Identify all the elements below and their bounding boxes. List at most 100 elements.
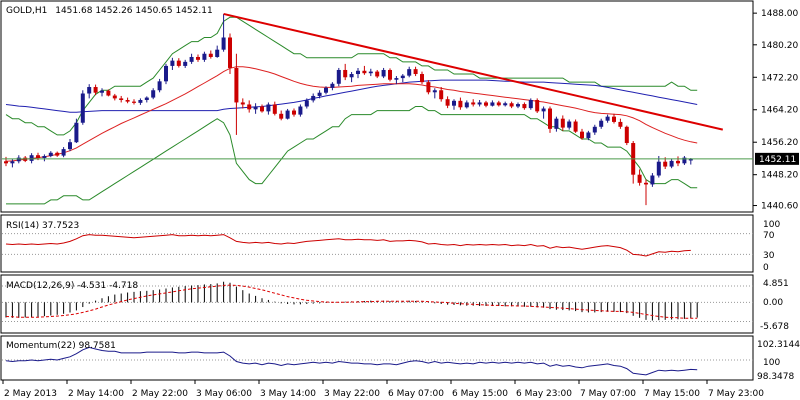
bullish-candle [464, 100, 469, 109]
candle-body [285, 110, 290, 119]
bullish-candle [266, 102, 271, 115]
candle-body [599, 120, 604, 127]
candle-body [663, 161, 668, 167]
candle-body [624, 126, 629, 144]
bearish-candle [458, 97, 463, 110]
bearish-candle [471, 99, 476, 107]
bearish-candle [272, 101, 277, 116]
candle-body [10, 161, 15, 164]
candle-body [189, 56, 194, 62]
bollinger-upper-band [5, 16, 698, 136]
momentum-line [5, 346, 698, 376]
candle-body [228, 37, 232, 68]
candle-body [221, 37, 226, 50]
bullish-candle [368, 68, 373, 77]
candle-body [196, 56, 200, 60]
bullish-candle [151, 88, 156, 100]
candle-body [87, 87, 92, 94]
candle-body [272, 104, 277, 114]
bearish-candle [413, 66, 418, 77]
bullish-candle [554, 116, 559, 132]
candle-body [16, 157, 21, 162]
candle-body [484, 102, 488, 106]
candle-body [368, 71, 373, 74]
bearish-candle [676, 156, 680, 167]
price-tick-label: 1456.20 [761, 138, 798, 148]
bearish-candle [343, 63, 348, 81]
bearish-candle [375, 69, 380, 79]
bullish-candle [477, 100, 482, 107]
candle-body [208, 53, 213, 57]
candle-body [503, 103, 508, 106]
time-tick-label: 7 May 23:00 [708, 389, 764, 399]
time-tick-label: 7 May 15:00 [644, 389, 700, 399]
candle-body [48, 152, 53, 157]
momentum-axis-high: 102.3144 [757, 340, 800, 350]
candle-body [157, 81, 162, 91]
price-tick-label: 1488.00 [761, 9, 798, 19]
price-tick-label: 1480.20 [761, 41, 798, 51]
bearish-candle [279, 110, 284, 121]
bullish-candle [144, 96, 149, 103]
bullish-candle [215, 45, 220, 58]
rsi-axis-70: 70 [763, 231, 775, 241]
bullish-candle [432, 88, 437, 99]
candle-body [336, 69, 341, 84]
bearish-candle [228, 33, 232, 75]
time-tick-label: 6 May 23:00 [516, 389, 572, 399]
bearish-candle [247, 100, 252, 113]
candle-body [343, 69, 348, 78]
candle-body [375, 71, 380, 77]
candle-body [612, 116, 616, 122]
bullish-candle [138, 98, 143, 105]
bearish-candle [55, 151, 60, 157]
candle-body [279, 113, 284, 119]
bullish-candle [202, 51, 207, 62]
bullish-candle [516, 102, 520, 109]
momentum-label: Momentum(22) 98.7581 [6, 341, 116, 351]
candle-body [68, 142, 72, 150]
momentum-axis-100: 100 [763, 358, 780, 368]
bearish-candle [535, 98, 540, 113]
bullish-candle [656, 156, 661, 178]
candle-body [426, 82, 431, 93]
candle-body [61, 149, 66, 156]
bullish-candle [599, 118, 604, 129]
candle-body [164, 65, 168, 82]
candle-body [490, 102, 495, 106]
bullish-candle [586, 130, 591, 141]
candle-body [381, 69, 386, 77]
rsi-panel-frame [0, 214, 754, 273]
candle-body [669, 160, 674, 167]
candle-body [170, 60, 175, 66]
bullish-candle [183, 59, 188, 68]
candle-body [554, 118, 559, 129]
candle-body [586, 132, 591, 139]
bullish-candle [48, 151, 53, 158]
bullish-candle [285, 108, 290, 120]
bullish-candle [221, 13, 226, 52]
candle-body [580, 131, 584, 139]
chart-ohlc: 1451.68 1452.26 1450.65 1452.11 [55, 6, 212, 16]
candle-body [234, 67, 239, 103]
candle-body [573, 121, 578, 132]
price-tick-label: 1448.20 [761, 171, 798, 181]
bearish-candle [573, 119, 578, 133]
price-tick-label: 1464.20 [761, 106, 798, 116]
candle-body [394, 78, 399, 80]
candle-body [445, 99, 450, 106]
bullish-candle [87, 84, 92, 99]
candle-body [464, 102, 469, 108]
bullish-candle [356, 67, 360, 79]
price-tick-label: 1472.20 [761, 73, 798, 83]
bearish-candle [618, 118, 623, 129]
bullish-candle [650, 173, 655, 187]
time-tick-label: 6 May 07:00 [388, 389, 444, 399]
candle-body [183, 61, 188, 66]
bullish-candle [100, 88, 104, 97]
candle-body [349, 74, 354, 78]
momentum-panel: Momentum(22) 98.7581 102.3144 100 98.347… [0, 335, 800, 382]
bullish-candle [592, 124, 597, 135]
bullish-candle [381, 67, 386, 79]
candle-body [458, 100, 463, 108]
